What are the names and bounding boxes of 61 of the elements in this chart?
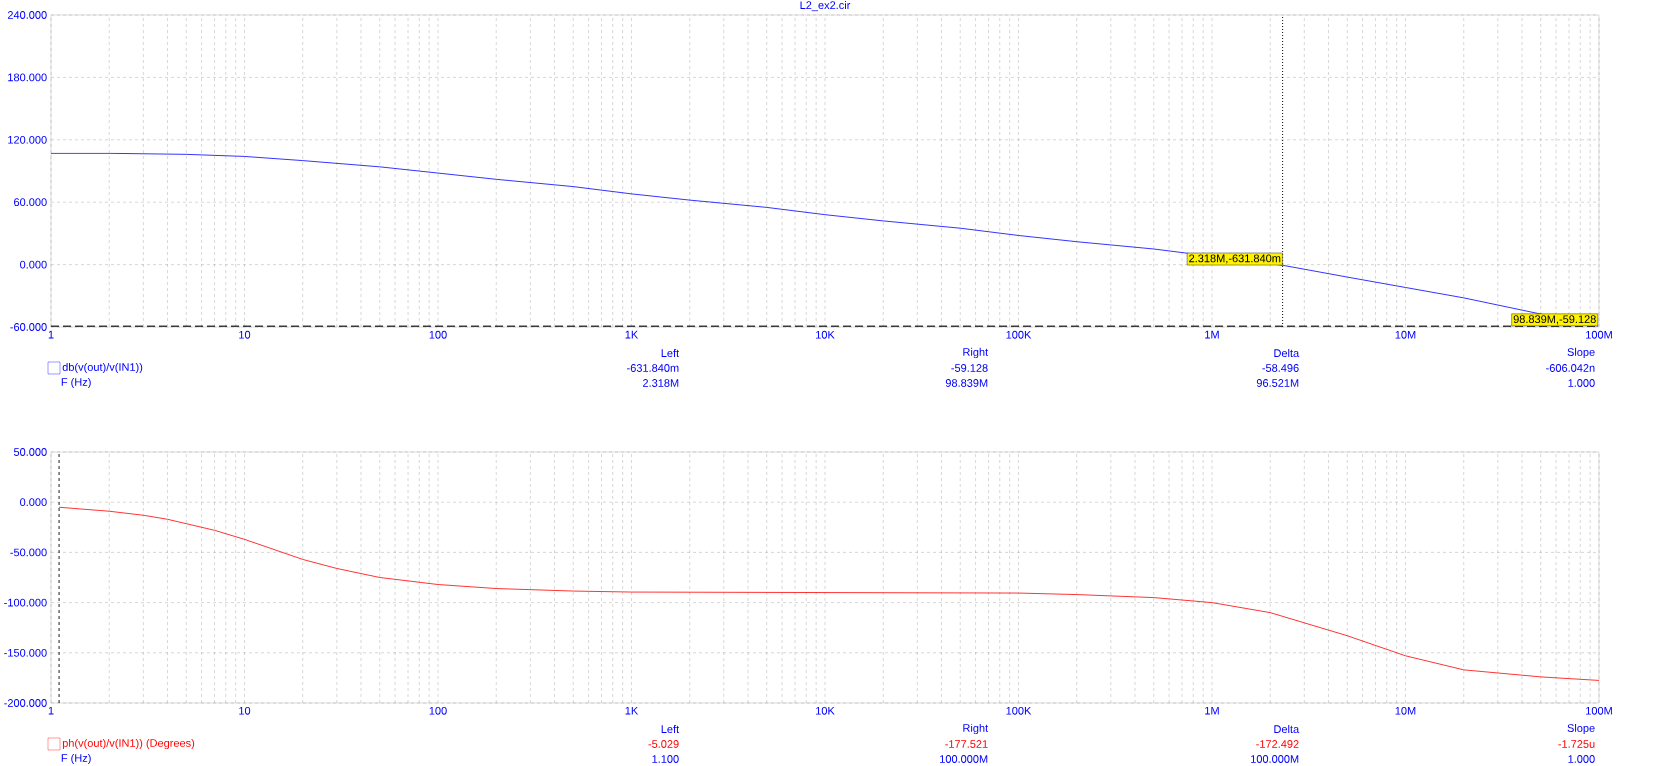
text: Delta — [1274, 724, 1300, 734]
text: Right — [963, 723, 989, 735]
text: Slope — [1567, 723, 1595, 735]
text: F (Hz) — [61, 753, 91, 765]
legend-label: ph(v(out)/v(IN1)) (Degrees) — [62, 738, 195, 750]
y-tick-label: -100.000 — [4, 598, 47, 607]
y-tick-label: -200.000 — [4, 699, 47, 707]
x-tick-label: 1 — [48, 330, 54, 339]
annotation: 98.839M,-59.128 — [1513, 315, 1596, 325]
x-tick-label: 1K — [625, 706, 639, 715]
y-tick-label: -150.000 — [4, 648, 47, 657]
y-tick-label: 120.000 — [8, 135, 47, 144]
text: F (Hz) — [61, 377, 91, 389]
text: Delta — [1274, 348, 1300, 358]
text: -1.725u — [1558, 740, 1595, 748]
text: Left — [661, 724, 680, 734]
text: 100.000M — [940, 755, 988, 763]
x-tick-label: 100M — [1586, 706, 1612, 715]
text: 1.000 — [1568, 755, 1595, 763]
text: 100.000M — [1251, 755, 1299, 763]
text: -606.042n — [1546, 364, 1595, 372]
x-tick-label: 1M — [1205, 706, 1219, 715]
x-tick-label: 10 — [239, 330, 251, 339]
y-tick-label: 0.000 — [20, 260, 47, 269]
x-tick-label: 10K — [816, 706, 835, 715]
text: -59.128 — [951, 364, 988, 372]
x-tick-label: 1 — [48, 706, 54, 715]
text: -177.521 — [945, 740, 988, 748]
chart-title: L2_ex2.cir — [800, 0, 851, 12]
y-tick-label: -60.000 — [10, 323, 47, 331]
text: 96.521M — [1256, 379, 1299, 387]
text: Slope — [1567, 347, 1595, 359]
legend-label: db(v(out)/v(IN1)) — [62, 362, 143, 374]
x-tick-label: 10K — [816, 330, 835, 339]
y-tick-label: 180.000 — [8, 73, 47, 82]
y-tick-label: 240.000 — [7, 11, 47, 19]
text: -631.840m — [627, 364, 679, 372]
y-tick-label: 0.000 — [20, 498, 47, 507]
text: -5.029 — [648, 740, 679, 748]
x-tick-label: 1M — [1205, 330, 1219, 339]
x-tick-label: 10M — [1395, 330, 1416, 339]
x-tick-label: 1K — [625, 330, 639, 339]
text: Left — [661, 348, 680, 358]
x-tick-label: 100K — [1006, 330, 1032, 339]
text: -58.496 — [1262, 364, 1299, 372]
x-tick-label: 10M — [1395, 706, 1416, 715]
text: 1.000 — [1568, 379, 1595, 387]
text: 98.839M — [945, 379, 988, 387]
y-tick-label: 60.000 — [14, 198, 47, 207]
text: -172.492 — [1256, 740, 1299, 748]
text: Right — [963, 347, 989, 359]
x-tick-label: 100 — [429, 330, 447, 339]
x-tick-label: 100 — [429, 706, 447, 715]
y-tick-label: 50.000 — [13, 448, 47, 456]
y-tick-label: -50.000 — [10, 548, 47, 557]
annotation: 2.318M,-631.840m — [1189, 254, 1281, 264]
text: 2.318M — [643, 379, 679, 387]
text: 1.100 — [652, 755, 679, 763]
x-tick-label: 100M — [1586, 330, 1612, 339]
x-tick-label: 100K — [1006, 706, 1032, 715]
x-tick-label: 10 — [239, 706, 251, 715]
